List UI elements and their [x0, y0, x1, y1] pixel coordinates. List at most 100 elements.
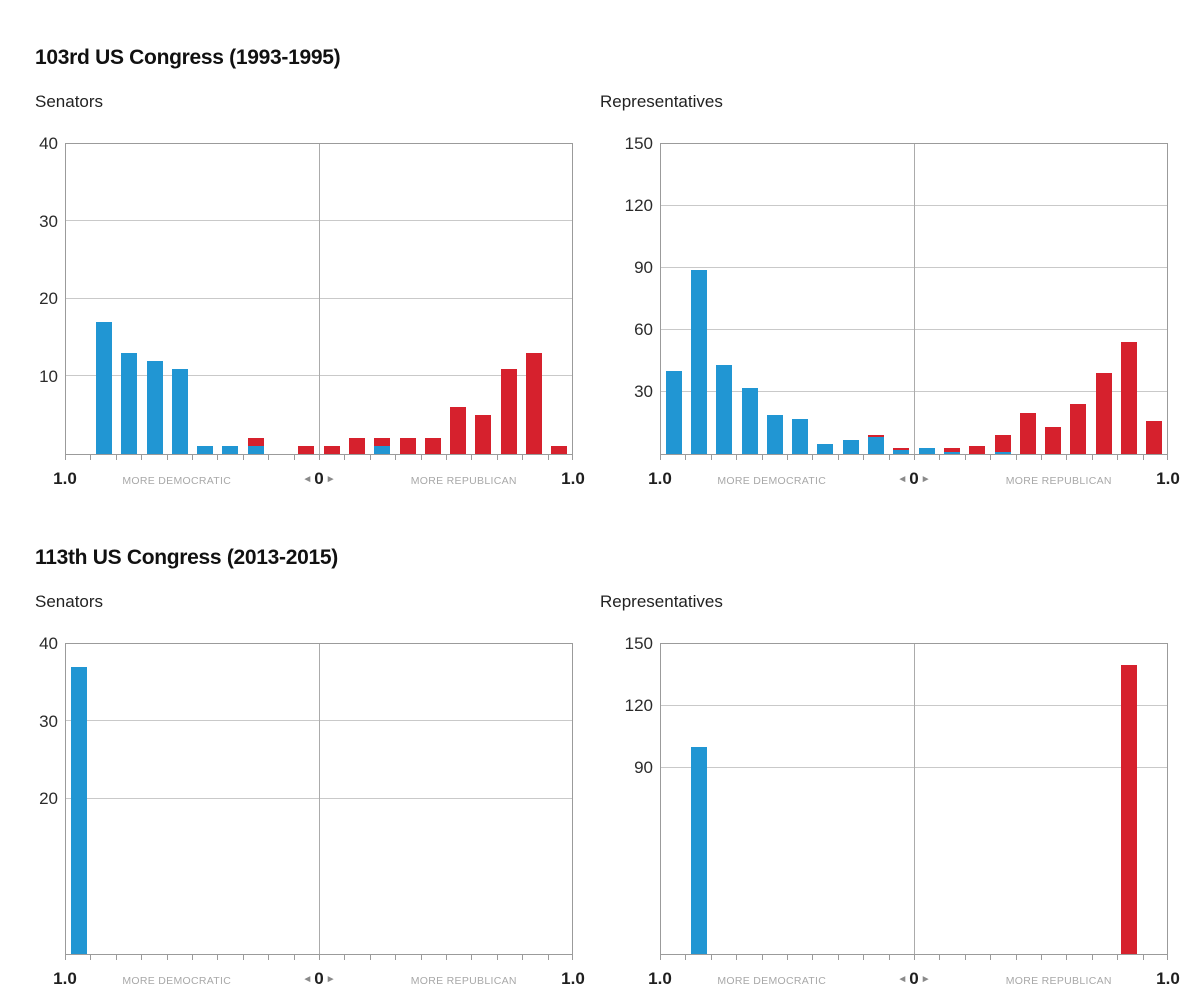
x-tick: [217, 455, 219, 460]
x-label-more-republican: MORE REPUBLICAN: [1005, 975, 1112, 987]
republican-bar-segment: [893, 448, 910, 450]
y-axis-labels: 40 30 20: [35, 634, 65, 991]
x-axis-ticks: [660, 455, 1168, 461]
histogram-bar: [424, 438, 441, 454]
x-tick: [522, 955, 524, 960]
y-tick-label: 30: [39, 711, 58, 731]
x-tick: [990, 455, 992, 460]
section-103rd-congress: 103rd US Congress (1993-1995) Senators 4…: [35, 46, 1200, 491]
x-label-left-extreme: 1.0: [53, 969, 77, 988]
histogram-bar: [868, 435, 885, 454]
democratic-bar-segment: [842, 440, 859, 454]
x-tick: [1167, 955, 1168, 960]
republican-bar-segment: [374, 438, 391, 446]
x-tick: [65, 455, 66, 460]
x-tick: [812, 455, 814, 460]
x-tick: [1117, 455, 1119, 460]
zero-label: 0: [314, 969, 324, 988]
left-arrow-icon: ◄: [897, 474, 908, 485]
x-tick: [242, 955, 244, 960]
x-tick: [471, 955, 473, 960]
x-tick: [964, 455, 966, 460]
x-tick: [888, 955, 890, 960]
left-arrow-icon: ◄: [302, 474, 313, 485]
x-axis-ticks: [660, 955, 1168, 961]
y-tick-label: 40: [39, 634, 58, 653]
right-arrow-icon: ►: [325, 974, 336, 985]
x-tick: [660, 455, 661, 460]
x-tick: [420, 955, 422, 960]
democratic-bar-segment: [792, 419, 809, 454]
x-tick: [547, 955, 549, 960]
republican-bar-segment: [475, 415, 492, 454]
x-tick: [736, 955, 738, 960]
chart-title: Senators: [35, 92, 104, 111]
y-tick-label: 30: [634, 382, 653, 401]
y-tick-label: 20: [39, 789, 58, 808]
y-tick-label: 90: [634, 258, 653, 277]
charts-row: Senators 40 30 20 1.0 MORE DEMOCRATIC ◄ 0 ► MOR…: [35, 592, 1200, 991]
x-tick: [939, 455, 941, 460]
x-label-more-democratic: MORE DEMOCRATIC: [122, 975, 232, 987]
democratic-bar-segment: [893, 450, 910, 454]
republican-bar-segment: [526, 353, 543, 454]
y-axis-labels: 150 120 90 60 30: [600, 134, 660, 491]
histogram-bar: [247, 438, 264, 454]
histogram-bar: [526, 353, 543, 454]
x-tick: [141, 955, 143, 960]
democratic-bar-segment: [197, 446, 214, 454]
section-title: 113th US Congress (2013-2015): [35, 546, 338, 569]
y-tick-label: 10: [39, 366, 58, 386]
x-tick: [710, 955, 712, 960]
x-tick: [863, 955, 865, 960]
democratic-bar-segment: [817, 444, 834, 454]
democratic-bar-segment: [868, 437, 885, 454]
x-tick: [1091, 455, 1093, 460]
histogram-plot: [660, 143, 1168, 455]
democratic-bar-segment: [121, 353, 138, 454]
histogram-plot: [660, 643, 1168, 955]
x-tick: [420, 455, 422, 460]
histogram-plot: [65, 143, 573, 455]
x-tick: [837, 955, 839, 960]
right-arrow-icon: ►: [325, 474, 336, 485]
x-tick: [166, 955, 168, 960]
republican-bar-segment: [943, 448, 960, 452]
histogram-bar: [348, 438, 365, 454]
histogram-bar: [551, 446, 568, 454]
histogram-bar: [716, 365, 733, 454]
center-gridline: [319, 144, 320, 454]
y-tick-label: 20: [39, 289, 58, 308]
republican-bar-segment: [868, 435, 885, 437]
x-tick: [837, 455, 839, 460]
x-tick: [65, 955, 66, 960]
x-label-right-extreme: 1.0: [561, 969, 585, 988]
x-label-left-extreme: 1.0: [53, 469, 77, 488]
y-tick-label: 30: [39, 211, 58, 231]
y-tick-label: 120: [624, 196, 653, 215]
democratic-bar-segment: [665, 371, 682, 454]
republican-bar-segment: [298, 446, 315, 454]
histogram-bar: [1121, 342, 1138, 454]
democratic-bar-segment: [171, 369, 188, 454]
histogram-bar: [1070, 404, 1087, 454]
x-tick: [990, 955, 992, 960]
histogram-bar: [1019, 413, 1036, 454]
x-tick: [1091, 955, 1093, 960]
y-tick-label: 150: [624, 634, 653, 653]
republican-bar-segment: [969, 446, 986, 454]
x-tick: [1041, 455, 1042, 460]
x-tick: [446, 455, 447, 460]
histogram-bar: [918, 448, 935, 454]
democratic-bar-segment: [690, 747, 707, 954]
histogram-bar: [298, 446, 315, 454]
histogram-bar: [222, 446, 239, 454]
left-arrow-icon: ◄: [897, 974, 908, 985]
x-tick: [761, 455, 763, 460]
democratic-bar-segment: [943, 452, 960, 454]
charts-row: Senators 40 30 20 10 1.0 MORE DEMOCRATIC ◄ 0 ► M…: [35, 92, 1200, 491]
x-tick: [496, 455, 498, 460]
chart-representatives-113: Representatives 150 120 90 1.0 MORE DEMOCRA…: [600, 592, 1180, 991]
x-label-right-extreme: 1.0: [1156, 469, 1180, 488]
